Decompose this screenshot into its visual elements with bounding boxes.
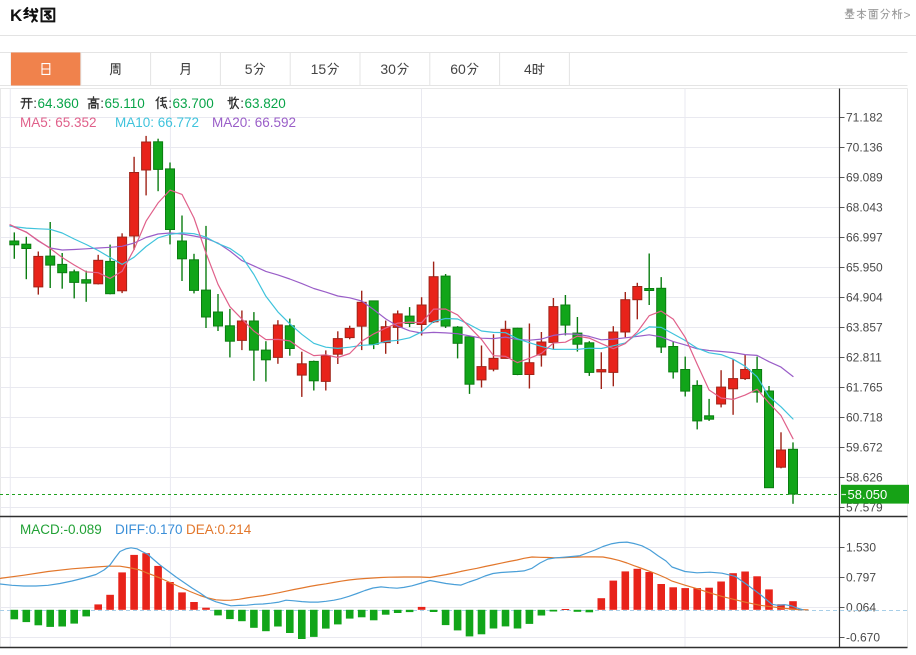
svg-text::: : xyxy=(168,96,172,111)
svg-text:58.626: 58.626 xyxy=(846,471,883,485)
svg-text:61.765: 61.765 xyxy=(846,381,883,395)
svg-text:63.857: 63.857 xyxy=(846,321,883,335)
svg-text:0.797: 0.797 xyxy=(846,571,876,585)
svg-text:60.718: 60.718 xyxy=(846,411,883,425)
svg-text:MACD:-0.089: MACD:-0.089 xyxy=(20,522,102,537)
svg-text:65.950: 65.950 xyxy=(846,261,883,275)
svg-text:K: K xyxy=(10,6,23,25)
svg-text:70.136: 70.136 xyxy=(846,141,883,155)
svg-text::: : xyxy=(100,96,104,111)
svg-text:0.064: 0.064 xyxy=(846,601,876,615)
svg-text:64.360: 64.360 xyxy=(38,96,79,111)
svg-text:59.672: 59.672 xyxy=(846,441,883,455)
svg-text:DEA:0.214: DEA:0.214 xyxy=(186,522,252,537)
svg-text:66.997: 66.997 xyxy=(846,231,883,245)
svg-text:30: 30 xyxy=(380,61,396,77)
svg-text:65.110: 65.110 xyxy=(105,96,145,111)
svg-text:MA20: 66.592: MA20: 66.592 xyxy=(212,115,296,130)
svg-text:MA10: 66.772: MA10: 66.772 xyxy=(115,115,199,130)
svg-text:60: 60 xyxy=(450,61,466,77)
svg-text:62.811: 62.811 xyxy=(846,351,882,365)
svg-text:64.904: 64.904 xyxy=(846,291,883,305)
svg-text:MA5: 65.352: MA5: 65.352 xyxy=(20,115,97,130)
svg-text:63.820: 63.820 xyxy=(245,96,286,111)
svg-text:DIFF:0.170: DIFF:0.170 xyxy=(115,522,183,537)
svg-text:4: 4 xyxy=(524,61,532,77)
svg-text:1.530: 1.530 xyxy=(846,541,876,555)
svg-text::: : xyxy=(240,96,244,111)
svg-text:71.182: 71.182 xyxy=(846,111,883,125)
svg-text::: : xyxy=(33,96,37,111)
svg-text:58.050: 58.050 xyxy=(848,487,888,502)
svg-text:63.700: 63.700 xyxy=(173,96,214,111)
svg-text:-0.670: -0.670 xyxy=(846,631,880,645)
svg-text:5: 5 xyxy=(245,61,253,77)
svg-text:15: 15 xyxy=(311,61,327,77)
svg-text:69.089: 69.089 xyxy=(846,171,883,185)
svg-text:57.579: 57.579 xyxy=(846,501,883,515)
svg-text:68.043: 68.043 xyxy=(846,201,883,215)
svg-text:>: > xyxy=(904,8,911,22)
